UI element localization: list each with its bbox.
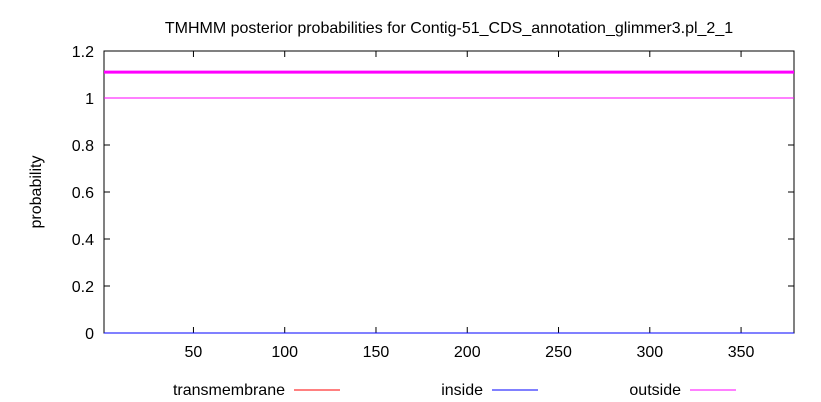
x-tick-label-2: 150 (363, 344, 390, 361)
y-tick-label-0: 0 (85, 326, 94, 343)
x-ticks: 50 100 150 200 250 300 350 (185, 51, 755, 361)
y-tick-label-6: 1.2 (72, 44, 94, 61)
plot-frame (103, 50, 795, 334)
legend-label-outside: outside (629, 382, 681, 399)
chart-title: TMHMM posterior probabilities for Contig… (165, 20, 733, 37)
x-tick-label-6: 350 (728, 344, 755, 361)
series-layer (104, 97, 794, 334)
y-tick-label-2: 0.4 (72, 232, 94, 249)
y-tick-label-5: 1 (85, 91, 94, 108)
x-tick-label-4: 250 (545, 344, 572, 361)
y-axis-label: probability (28, 156, 45, 229)
y-tick-label-1: 0.2 (72, 279, 94, 296)
x-tick-label-3: 200 (454, 344, 481, 361)
legend: transmembrane inside outside (173, 382, 736, 399)
x-tick-label-5: 300 (636, 344, 663, 361)
y-ticks: 0 0.2 0.4 0.6 0.8 1 1.2 (72, 44, 794, 343)
y-tick-label-3: 0.6 (72, 185, 94, 202)
legend-label-inside: inside (441, 382, 483, 399)
x-tick-label-0: 50 (185, 344, 203, 361)
x-tick-label-1: 100 (271, 344, 298, 361)
y-tick-label-4: 0.8 (72, 138, 94, 155)
legend-label-transmembrane: transmembrane (173, 382, 285, 399)
